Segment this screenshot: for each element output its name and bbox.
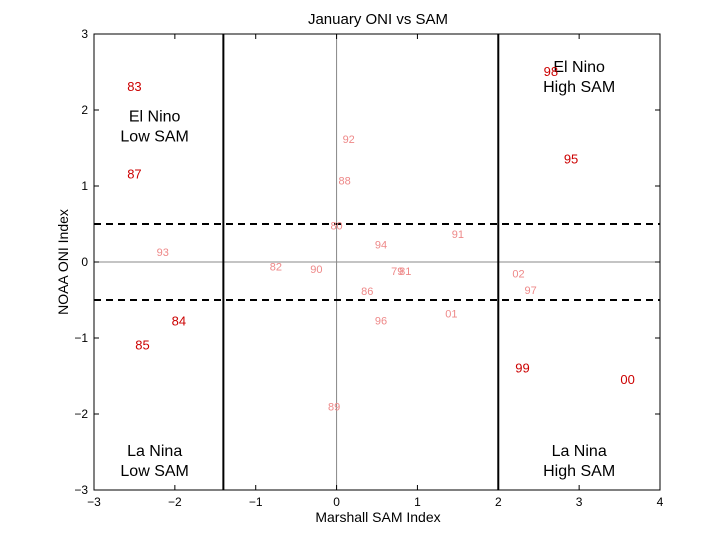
data-point-01: 01 <box>445 309 457 321</box>
x-tick-label: 2 <box>495 495 502 509</box>
x-tick-label: −1 <box>249 495 263 509</box>
data-point-83: 83 <box>127 79 141 94</box>
data-point-85: 85 <box>135 338 149 353</box>
quadrant-label-line: La Nina <box>127 443 182 460</box>
y-tick-label: 1 <box>81 179 88 193</box>
data-point-92: 92 <box>343 134 355 146</box>
quadrant-label-line: La Nina <box>552 443 607 460</box>
data-point-97: 97 <box>525 285 537 297</box>
x-tick-label: 3 <box>576 495 583 509</box>
data-point-90: 90 <box>310 264 322 276</box>
y-axis-label: NOAA ONI Index <box>55 209 71 315</box>
x-tick-label: −2 <box>168 495 182 509</box>
data-point-86: 86 <box>361 286 373 298</box>
data-point-89: 89 <box>328 401 340 413</box>
data-point-81: 81 <box>399 266 411 278</box>
quadrant-label-line: El Nino <box>129 108 181 125</box>
x-tick-label: 4 <box>657 495 664 509</box>
data-point-93: 93 <box>157 247 169 259</box>
x-tick-label: 1 <box>414 495 421 509</box>
data-point-82: 82 <box>270 262 282 274</box>
data-point-00: 00 <box>620 372 634 387</box>
data-point-02: 02 <box>512 268 524 280</box>
quadrant-label-la-nina-low-sam: La Nina Low SAM <box>120 443 188 480</box>
y-tick-label: −3 <box>74 483 88 497</box>
x-axis-label: Marshall SAM Index <box>315 509 440 525</box>
quadrant-label-la-nina-high-sam: La Nina High SAM <box>543 443 615 480</box>
data-point-91: 91 <box>452 229 464 241</box>
data-point-87: 87 <box>127 167 141 182</box>
y-tick-label: 0 <box>81 255 88 269</box>
data-point-84: 84 <box>172 313 186 328</box>
y-tick-label: −2 <box>74 407 88 421</box>
quadrant-label-line: High SAM <box>543 463 615 480</box>
quadrant-label-el-nino-high-sam: El Nino High SAM <box>543 59 615 96</box>
quadrant-label-line: El Nino <box>553 59 605 76</box>
quadrant-label-el-nino-low-sam: El Nino Low SAM <box>120 108 188 145</box>
data-point-98: 98 <box>544 64 558 79</box>
data-point-99: 99 <box>515 360 529 375</box>
y-tick-label: 2 <box>81 103 88 117</box>
quadrant-label-line: Low SAM <box>120 463 188 480</box>
quadrant-label-line: Low SAM <box>120 128 188 145</box>
quadrant-label-line: High SAM <box>543 79 615 96</box>
data-point-94: 94 <box>375 240 387 252</box>
data-point-95: 95 <box>564 151 578 166</box>
data-point-88: 88 <box>339 176 351 188</box>
y-tick-label: −1 <box>74 331 88 345</box>
chart-title: January ONI vs SAM <box>308 11 448 28</box>
x-tick-label: −3 <box>87 495 101 509</box>
data-point-80: 80 <box>330 221 342 233</box>
x-tick-label: 0 <box>333 495 340 509</box>
data-point-79: 79 <box>391 266 403 278</box>
y-tick-label: 3 <box>81 27 88 41</box>
data-point-96: 96 <box>375 316 387 328</box>
